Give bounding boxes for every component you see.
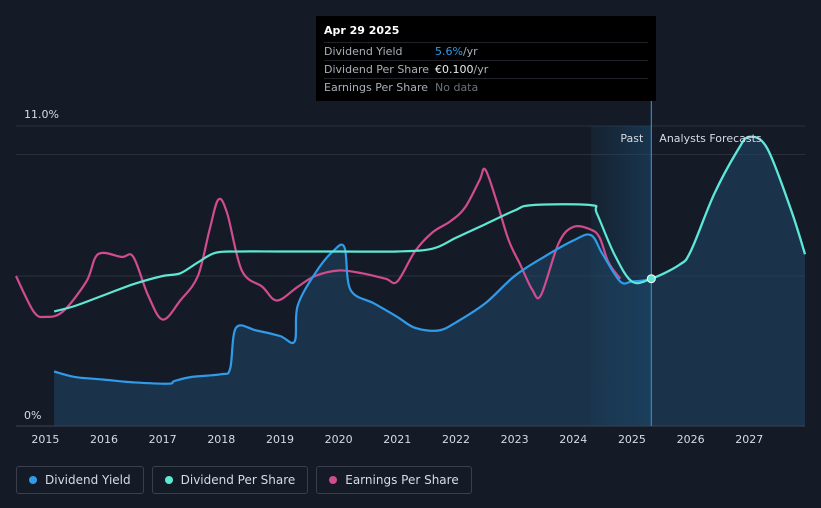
tooltip-label: Earnings Per Share: [324, 81, 429, 94]
x-tick-label: 2019: [266, 433, 294, 446]
y-tick-label: 0%: [24, 409, 41, 422]
legend-dot-icon: [29, 476, 37, 484]
tooltip-unit: /yr: [462, 45, 478, 58]
x-tick-label: 2027: [735, 433, 763, 446]
x-tick-label: 2026: [677, 433, 705, 446]
legend-dot-icon: [329, 476, 338, 484]
x-axis-labels: 2015 2016 2017 2018 2019 2020 2021 2022 2023 2024…: [31, 433, 763, 446]
x-tick-label: 2017: [149, 433, 177, 446]
tooltip-value: €0.100: [435, 63, 474, 76]
analysts-forecasts-label: Analysts Forecasts: [659, 132, 762, 145]
series-lines: [15, 135, 807, 385]
dividend-yield-area: [54, 136, 806, 426]
x-tick-label: 2018: [207, 433, 235, 446]
y-tick-label: 11.0%: [24, 108, 59, 121]
x-tick-label: 2022: [442, 433, 470, 446]
tooltip-row-earnings-per-share: Earnings Per Share No data: [324, 78, 648, 96]
legend-label: Dividend Per Share: [180, 473, 296, 487]
x-tick-label: 2015: [31, 433, 59, 446]
y-axis-labels: 0% 11.0%: [24, 108, 59, 422]
tooltip-unit: /yr: [473, 63, 489, 76]
tooltip-date: Apr 29 2025: [324, 24, 400, 37]
tooltip-row-dividend-yield: Dividend Yield 5.6% /yr: [324, 42, 648, 60]
past-label: Past: [620, 132, 644, 145]
x-tick-label: 2016: [90, 433, 118, 446]
tooltip-label: Dividend Yield: [324, 45, 403, 58]
legend-label: Dividend Yield: [45, 473, 131, 487]
x-tick-label: 2024: [559, 433, 587, 446]
legend-label: Earnings Per Share: [345, 473, 459, 487]
tooltip-row-dividend-per-share: Dividend Per Share €0.100 /yr: [324, 60, 648, 78]
earnings-per-share-line: [15, 167, 622, 321]
legend-item-dividend-yield[interactable]: Dividend Yield: [16, 466, 144, 494]
tooltip-value: No data: [435, 81, 479, 94]
legend: Dividend Yield Dividend Per Share Earnin…: [16, 466, 472, 494]
x-tick-label: 2025: [618, 433, 646, 446]
legend-item-dividend-per-share[interactable]: Dividend Per Share: [151, 466, 309, 494]
x-tick-label: 2023: [501, 433, 529, 446]
cursor-marker[interactable]: [646, 274, 656, 284]
tooltip-label: Dividend Per Share: [324, 63, 430, 76]
dividend-per-share-line: [53, 135, 807, 313]
tooltip-value: 5.6%: [435, 45, 463, 58]
legend-item-earnings-per-share[interactable]: Earnings Per Share: [316, 466, 472, 494]
tooltip: Apr 29 2025 Dividend Yield 5.6% /yr Divi…: [316, 16, 656, 101]
x-tick-label: 2020: [325, 433, 353, 446]
legend-dot-icon: [164, 476, 173, 484]
x-tick-label: 2021: [383, 433, 411, 446]
